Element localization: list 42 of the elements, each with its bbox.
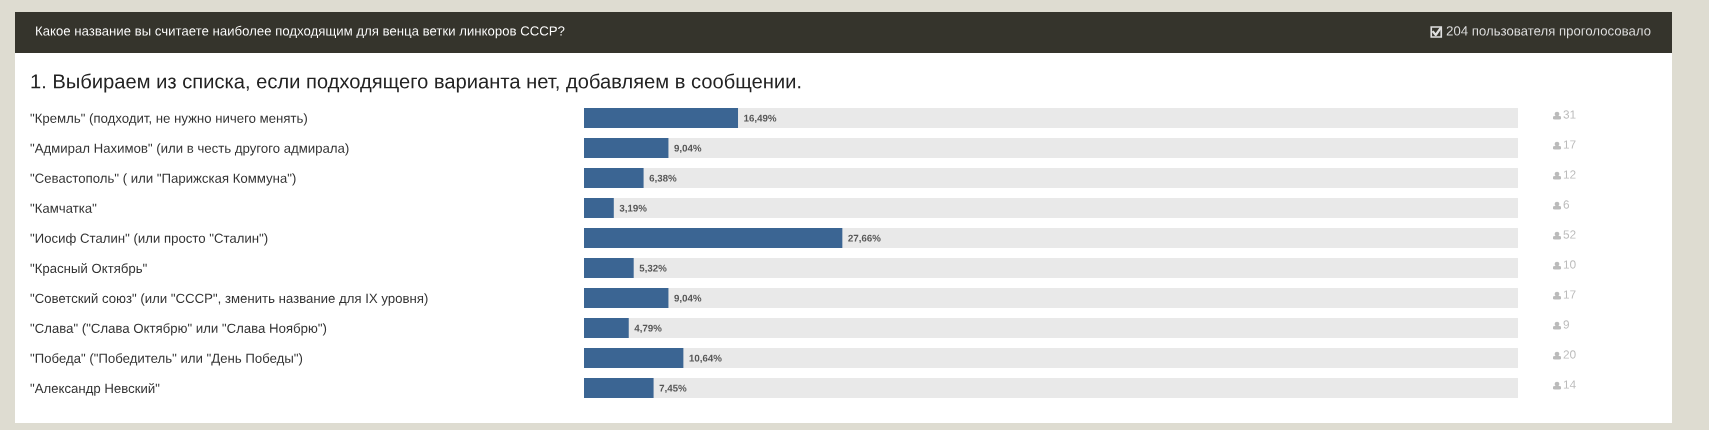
y-tick-label: "Советский союз" (или "СССР", зменить название для IX уровня): [30, 293, 428, 306]
bar: [584, 198, 614, 218]
data-label: 3,19%: [619, 204, 647, 214]
text: 52: [1563, 230, 1576, 239]
text: 20: [1563, 350, 1576, 359]
y-tick-label: "Иосиф Сталин" (или просто "Сталин"): [30, 233, 268, 246]
text: 31: [1563, 110, 1576, 119]
data-label: 27,66%: [848, 234, 881, 244]
data-label: 16,49%: [744, 114, 777, 124]
data-label: 9,04%: [674, 144, 702, 154]
y-tick-label: "Адмирал Нахимов" (или в честь другого адмирала): [30, 143, 349, 156]
data-label: 9,04%: [674, 294, 702, 304]
data-label: 10,64%: [689, 354, 722, 364]
bar: [584, 288, 669, 308]
data-label: 5,32%: [639, 264, 667, 274]
data-label: 7,45%: [659, 384, 687, 394]
y-tick-label: "Севастополь" ( или "Парижская Коммуна"): [30, 173, 296, 186]
y-tick-label: "Красный Октябрь": [30, 263, 147, 276]
y-tick-label: "Камчатка": [30, 203, 97, 213]
y-tick-label: "Александр Невский": [30, 383, 160, 396]
bar: [584, 348, 684, 368]
bar: [584, 168, 644, 188]
data-label: 6,38%: [649, 174, 677, 184]
bar: [584, 258, 634, 278]
y-tick-label: "Победа" ("Победитель" или "День Победы"): [30, 353, 303, 366]
text: Какое название вы считаете наиболее подходящим для венца ветки линкоров СССР?: [36, 25, 565, 39]
text: 204 пользователя проголосовало: [1446, 26, 1651, 39]
data-label: 4,79%: [634, 324, 662, 334]
text: 12: [1563, 170, 1576, 179]
text: 1. Выбираем из списка, если подходящего варианта нет, добавляем в сообщении.: [31, 73, 801, 93]
y-tick-label: "Кремль" (подходит, не нужно ничего менять): [30, 113, 307, 126]
text: 17: [1563, 140, 1576, 149]
bar: [584, 318, 629, 338]
text: 17: [1563, 290, 1576, 299]
text: 9: [1563, 320, 1570, 329]
bar: [584, 138, 669, 158]
text: 10: [1563, 260, 1576, 269]
y-tick-label: "Слава" ("Слава Октябрю" или "Слава Ноябрю"): [30, 323, 327, 336]
bar: [584, 108, 739, 128]
text: 14: [1563, 380, 1576, 389]
text: 6: [1563, 200, 1570, 209]
bar: [584, 378, 654, 398]
